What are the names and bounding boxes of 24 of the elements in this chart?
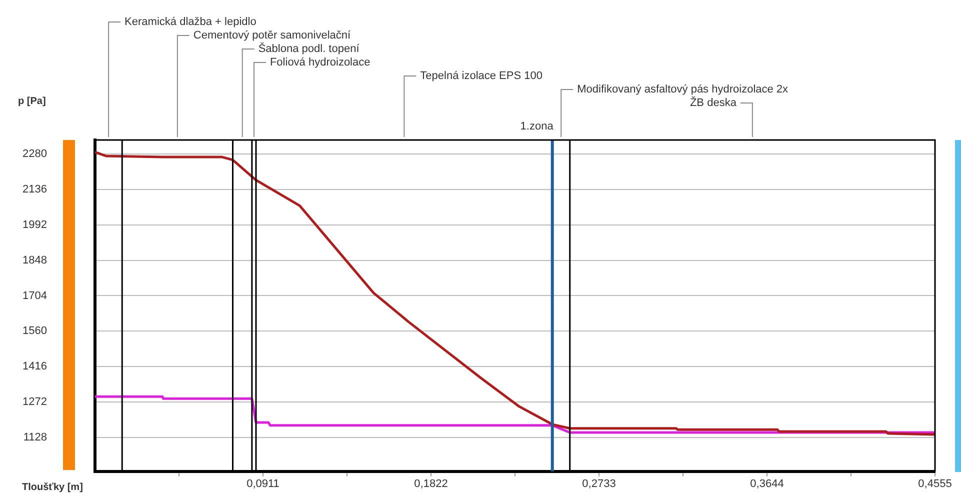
text: Modifikovaný asfaltový pás hydroizolace 2x xyxy=(577,84,789,96)
y-tick-label: 2136 xyxy=(22,183,47,196)
y-tick-label: 1128 xyxy=(23,431,47,444)
y-tick-label: 1272 xyxy=(22,396,47,408)
text: ŽB deska xyxy=(690,96,738,110)
text: Šablona podl. topení xyxy=(258,42,360,56)
text: Tepelná izolace EPS 100 xyxy=(420,70,542,82)
text: Keramická dlažba + lepidlo xyxy=(124,16,256,28)
x-tick-label: 0,1822 xyxy=(414,478,448,490)
y-axis-title: p [Pa] xyxy=(18,96,46,107)
x-axis-title: Tloušťky [m] xyxy=(22,482,83,493)
y-tick-label: 1992 xyxy=(22,218,47,231)
ref-line-label: 1.zona xyxy=(520,120,554,133)
y-tick-label: 1704 xyxy=(22,290,47,302)
y-tick-label: 1416 xyxy=(22,360,47,373)
x-tick-label: 0,4555 xyxy=(918,478,952,490)
text: Foliová hydroizolace xyxy=(270,56,370,69)
x-tick-label: 0,2733 xyxy=(582,478,616,490)
text: Cementový potěr samonivelační xyxy=(193,30,352,42)
x-tick-label: 0,0911 xyxy=(246,478,280,490)
y-tick-label: 1560 xyxy=(22,325,47,338)
x-tick-label: 0,3644 xyxy=(750,478,784,490)
y-tick-label: 1848 xyxy=(22,254,47,266)
y-tick-label: 2280 xyxy=(22,148,47,160)
